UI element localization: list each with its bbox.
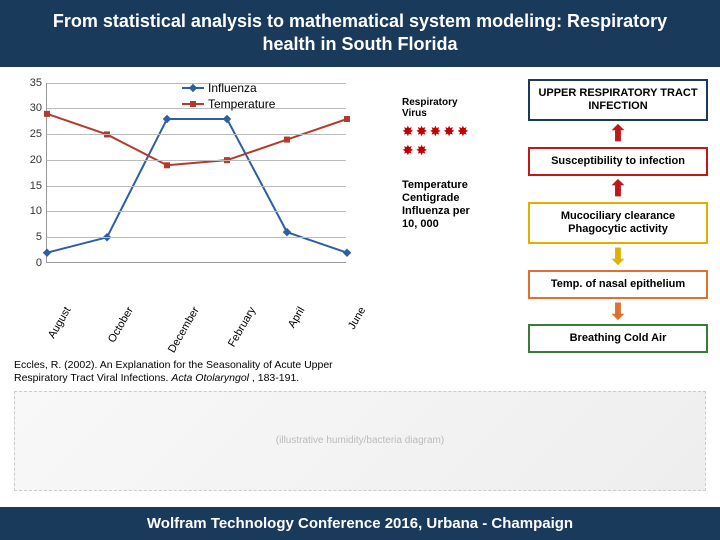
virus-icon: ✸ [443, 123, 455, 140]
virus-label-line: Virus [402, 108, 427, 119]
grid-line [47, 160, 346, 161]
flow-box: Temp. of nasal epithelium [528, 270, 708, 299]
image-placeholder: (illustrative humidity/bacteria diagram) [14, 391, 706, 491]
arrow-icon: ⬆ [528, 125, 708, 143]
legend-item: Temperature [182, 97, 275, 111]
flow-box: Mucociliary clearance Phagocytic activit… [528, 202, 708, 244]
x-tick: June [346, 305, 368, 332]
y-tick: 30 [12, 102, 42, 114]
arrow-icon: ⬆ [528, 180, 708, 198]
x-axis: AugustOctoberDecemberFebruaryAprilJune [46, 267, 346, 317]
virus-icons: ✸✸✸✸✸✸✸ [402, 123, 472, 159]
line-chart: 05101520253035 AugustOctoberDecemberFebr… [12, 79, 372, 309]
y-tick: 10 [12, 205, 42, 217]
flow-box: UPPER RESPIRATORY TRACT INFECTION [528, 79, 708, 121]
series-marker [284, 136, 290, 142]
virus-label: Respiratory Virus [402, 97, 522, 119]
arrow-icon: ⬇ [528, 248, 708, 266]
series-marker [343, 248, 351, 256]
grid-line [47, 134, 346, 135]
x-tick: December [166, 305, 202, 355]
x-tick: August [46, 305, 74, 341]
annot-line: Temperature [402, 179, 468, 191]
legend-marker-icon [190, 101, 196, 107]
virus-icon: ✸ [416, 123, 428, 140]
mid-column: Respiratory Virus ✸✸✸✸✸✸✸ Temperature Ce… [402, 79, 522, 354]
series-line [47, 114, 347, 165]
annot-line: Centigrade [402, 192, 459, 204]
legend-swatch [182, 87, 204, 89]
flow-box: Breathing Cold Air [528, 324, 708, 353]
x-tick: April [286, 305, 307, 330]
main-content: 05101520253035 AugustOctoberDecemberFebr… [0, 67, 720, 354]
series-marker [344, 116, 350, 122]
grid-line [47, 186, 346, 187]
citation: Eccles, R. (2002). An Explanation for th… [0, 359, 360, 384]
y-tick: 0 [12, 257, 42, 269]
y-tick: 15 [12, 180, 42, 192]
series-marker [164, 162, 170, 168]
virus-icon: ✸ [416, 142, 428, 159]
grid-line [47, 237, 346, 238]
citation-text: , 183-191. [252, 372, 299, 384]
chart-annotation: Temperature Centigrade Influenza per 10,… [402, 179, 522, 232]
legend-marker-icon [189, 84, 197, 92]
arrow-icon: ⬇ [528, 303, 708, 321]
x-tick: February [226, 305, 258, 349]
series-marker [283, 228, 291, 236]
legend-label: Temperature [208, 97, 275, 111]
legend-swatch [182, 103, 204, 105]
y-tick: 5 [12, 231, 42, 243]
annot-line: Influenza per [402, 205, 470, 217]
virus-icon: ✸ [402, 142, 414, 159]
flow-diagram: UPPER RESPIRATORY TRACT INFECTION ⬆ Suscep… [528, 79, 708, 354]
legend-label: Influenza [208, 81, 257, 95]
virus-icon: ✸ [402, 123, 414, 140]
series-marker [163, 115, 171, 123]
chart-legend: Influenza Temperature [182, 81, 275, 113]
virus-label-line: Respiratory [402, 97, 458, 108]
grid-line [47, 211, 346, 212]
page-title: From statistical analysis to mathematica… [0, 0, 720, 67]
y-tick: 25 [12, 128, 42, 140]
flow-box: Susceptibility to infection [528, 147, 708, 176]
series-marker [44, 111, 50, 117]
right-column: Respiratory Virus ✸✸✸✸✸✸✸ Temperature Ce… [402, 79, 708, 354]
footer: Wolfram Technology Conference 2016, Urba… [0, 507, 720, 540]
series-marker [223, 115, 231, 123]
citation-italic: Acta Otolaryngol [171, 372, 249, 384]
virus-icon: ✸ [429, 123, 441, 140]
x-tick: October [106, 305, 136, 345]
annot-line: 10, 000 [402, 218, 439, 230]
y-tick: 35 [12, 77, 42, 89]
virus-icon: ✸ [457, 123, 469, 140]
left-column: 05101520253035 AugustOctoberDecemberFebr… [12, 79, 392, 354]
series-marker [43, 248, 51, 256]
legend-item: Influenza [182, 81, 275, 95]
y-tick: 20 [12, 154, 42, 166]
